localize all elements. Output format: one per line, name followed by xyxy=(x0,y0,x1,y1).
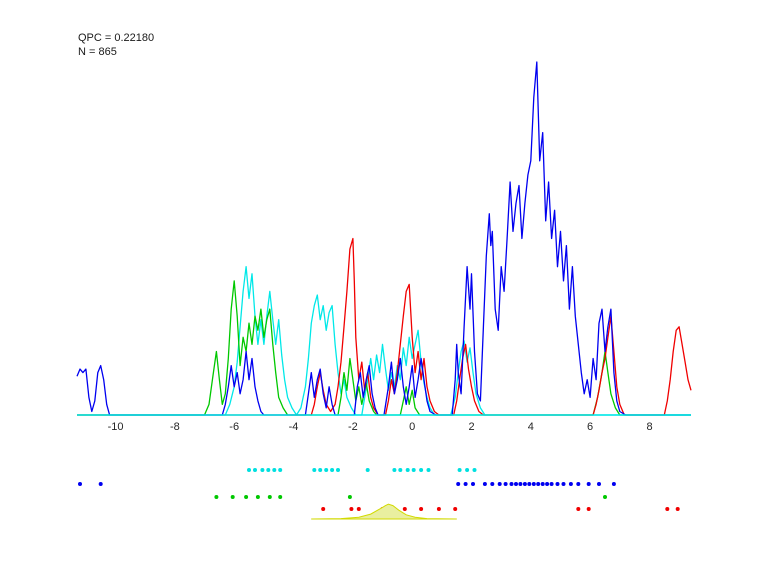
rug-dot xyxy=(260,468,265,472)
rug-dot xyxy=(272,468,277,472)
rug-dot xyxy=(453,507,458,511)
rug-dot xyxy=(549,482,554,486)
x-tick-label: 8 xyxy=(646,421,652,433)
rug-dot xyxy=(561,482,566,486)
rug-dot xyxy=(586,507,591,511)
rug-dot xyxy=(527,482,532,486)
x-tick-label: 2 xyxy=(468,421,474,433)
rug-dot xyxy=(419,507,424,511)
rug-dot xyxy=(586,482,591,486)
series-cyan xyxy=(77,266,691,416)
rug-dot xyxy=(411,468,416,472)
rug-dot xyxy=(611,482,616,486)
rug-dot xyxy=(555,482,560,486)
x-tick-label: -2 xyxy=(348,421,358,433)
rug-dot xyxy=(576,507,581,511)
rug-dot xyxy=(78,482,82,486)
rug-dot xyxy=(675,507,680,511)
rug-dot xyxy=(356,507,361,511)
x-tick-label: 4 xyxy=(528,421,534,433)
x-tick-label: -4 xyxy=(289,421,299,433)
x-tick-label: 0 xyxy=(409,421,415,433)
rug-dot xyxy=(522,482,527,486)
red-dots xyxy=(321,507,680,511)
rug-dot xyxy=(255,495,260,499)
rug-dot xyxy=(321,507,326,511)
density-shape xyxy=(311,503,457,520)
rug-dot xyxy=(545,482,550,486)
rug-dot xyxy=(266,468,271,472)
rug-dot xyxy=(463,482,468,486)
blue-dots xyxy=(78,482,616,486)
x-tick-label: -6 xyxy=(229,421,239,433)
qpc-label: QPC = 0.22180 xyxy=(78,32,155,44)
rug-dot xyxy=(509,482,514,486)
rug-dot xyxy=(419,468,424,472)
series-blue xyxy=(76,61,691,416)
x-tick-label: -8 xyxy=(170,421,180,433)
rug-dot xyxy=(490,482,495,486)
rug-dot xyxy=(497,482,502,486)
rug-dot xyxy=(471,482,475,486)
rug-dot xyxy=(536,482,541,486)
rug-dot xyxy=(324,468,329,472)
rug-dot xyxy=(347,495,352,499)
rug-dot xyxy=(336,468,340,472)
rug-dot xyxy=(214,495,219,499)
rug-dot xyxy=(398,468,403,472)
rug-dot xyxy=(98,482,103,486)
rug-dot xyxy=(665,507,670,511)
rug-dot xyxy=(278,468,283,472)
rug-dot xyxy=(576,482,581,486)
rug-dot xyxy=(267,495,272,499)
rug-dot xyxy=(597,482,601,486)
rug-dot xyxy=(318,468,323,472)
cyan-dots xyxy=(247,468,477,472)
rug-dot xyxy=(531,482,536,486)
rug-dot xyxy=(247,468,251,472)
rug-dot xyxy=(456,482,461,486)
rug-dot xyxy=(514,482,518,486)
rug-dot xyxy=(330,468,335,472)
rug-dot xyxy=(365,468,370,472)
x-tick-labels: -10 -8 -6 -4 -2 0 2 4 6 8 xyxy=(108,421,653,433)
yellow-density xyxy=(311,503,457,520)
rug-dot xyxy=(457,468,462,472)
rug-dot xyxy=(503,482,508,486)
series-green xyxy=(77,280,691,416)
rug-dot xyxy=(278,495,283,499)
rug-dot xyxy=(482,482,487,486)
n-label: N = 865 xyxy=(78,46,117,58)
rug-dot xyxy=(518,482,523,486)
rug-dot xyxy=(426,468,431,472)
x-tick-label: 6 xyxy=(587,421,593,433)
rug-dot xyxy=(312,468,317,472)
rug-dot xyxy=(253,468,257,472)
rug-dot xyxy=(230,495,235,499)
rug-dot xyxy=(436,507,441,511)
rug-dot xyxy=(568,482,573,486)
rug-dot xyxy=(392,468,397,472)
rug-dot xyxy=(465,468,470,472)
rug-dot xyxy=(405,468,410,472)
series-red xyxy=(77,237,692,416)
rug-dot xyxy=(472,468,477,472)
rug-dot xyxy=(349,507,354,511)
rug-dot xyxy=(244,495,249,499)
rug-dot xyxy=(402,507,407,511)
annotation-block: QPC = 0.22180 N = 865 xyxy=(78,31,154,59)
x-tick-label: -10 xyxy=(108,421,124,433)
green-dots xyxy=(214,495,607,499)
rug-dot xyxy=(603,495,607,499)
rug-dot xyxy=(540,482,545,486)
